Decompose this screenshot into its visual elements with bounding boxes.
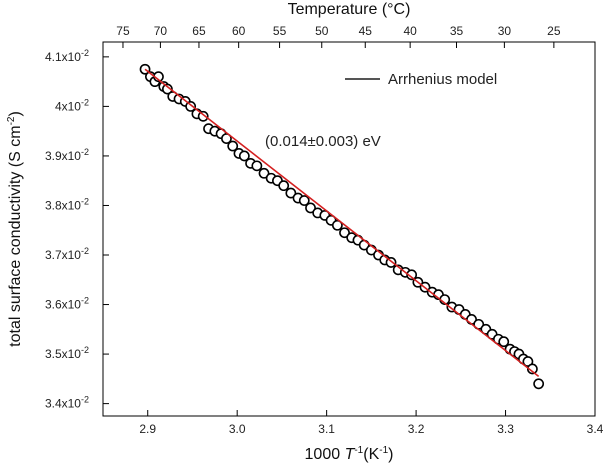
data-point [221, 133, 232, 144]
y-tick-label: 3.5x10-2 [45, 345, 89, 361]
data-point [406, 269, 418, 281]
data-point [278, 180, 290, 192]
bottom-x-tick-label: 3.2 [408, 422, 425, 436]
data-points [139, 63, 545, 390]
y-axis-title: total surface conductivity (S cm-2) [6, 111, 24, 347]
data-point [339, 227, 350, 239]
data-point [251, 160, 263, 172]
data-point [331, 219, 343, 231]
top-x-tick-label: 25 [547, 24, 561, 38]
top-x-tick-label: 65 [192, 24, 206, 38]
top-x-tick-label: 30 [498, 24, 512, 38]
data-point [258, 167, 270, 179]
top-x-tick-label: 75 [116, 24, 130, 38]
top-x-tick-label: 55 [273, 24, 287, 38]
y-tick-label: 3.4x10-2 [45, 395, 89, 411]
data-point [285, 187, 297, 199]
y-axis: 3.4x10-2 3.5x10-2 3.6x10-2 3.7x10-2 3.8x10-2… [45, 48, 109, 411]
y-tick-label: 3.9x10-2 [45, 147, 89, 163]
top-x-tick-label: 50 [315, 24, 329, 38]
top-temperature-axis: 75 70 65 60 55 50 45 40 35 30 25 [116, 24, 561, 48]
activation-energy-annotation: (0.014±0.003) eV [265, 133, 381, 150]
y-tick-label: 4x10-2 [55, 97, 89, 113]
bottom-x-tick-label: 3.0 [229, 422, 246, 436]
legend: Arrhenius model [345, 71, 497, 88]
y-tick-label: 3.6x10-2 [45, 296, 89, 312]
top-x-tick-label: 70 [154, 24, 168, 38]
top-x-tick-label: 40 [403, 24, 417, 38]
data-point [227, 140, 239, 152]
data-point [162, 83, 173, 95]
top-x-tick-label: 45 [359, 24, 373, 38]
top-x-tick-label: 60 [232, 24, 246, 38]
y-tick-label: 4.1x10-2 [45, 48, 89, 64]
legend-label: Arrhenius model [388, 71, 497, 88]
data-point [526, 363, 538, 375]
bottom-x-tick-label: 3.3 [497, 422, 514, 436]
data-point [305, 202, 316, 214]
bottom-x-tick-label: 3.1 [318, 422, 335, 436]
data-point [197, 110, 209, 122]
data-point [298, 195, 310, 206]
top-x-axis-title: Temperature (°C) [288, 1, 411, 18]
y-tick-label: 3.8x10-2 [45, 196, 89, 212]
plot-frame [102, 41, 596, 417]
bottom-x-axis-title: 1000 T-1(K-1) [305, 445, 394, 463]
data-point [185, 100, 197, 112]
arrhenius-fit-line [144, 68, 540, 378]
data-point [533, 378, 545, 390]
bottom-x-tick-label: 2.9 [139, 422, 156, 436]
y-tick-label: 3.7x10-2 [45, 246, 89, 262]
top-x-tick-label: 35 [450, 24, 464, 38]
data-point [498, 336, 510, 348]
bottom-x-axis: 2.9 3.0 3.1 3.2 3.3 3.4 [139, 410, 604, 436]
data-point [238, 150, 250, 162]
bottom-x-tick-label: 3.4 [587, 422, 604, 436]
